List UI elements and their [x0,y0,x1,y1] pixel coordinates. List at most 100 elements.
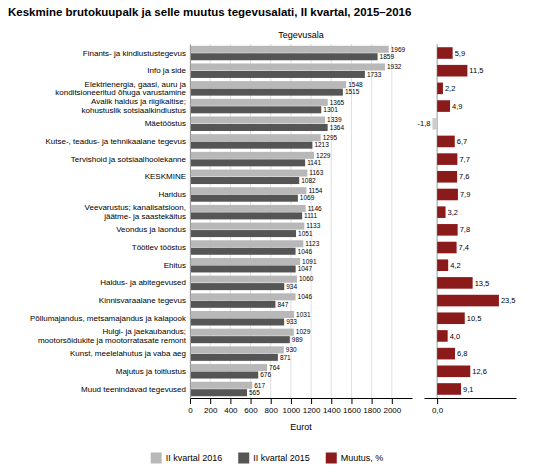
legend-label: Muutus, % [341,453,384,463]
grid-line [190,44,191,398]
y-tick-label: Muud teenindavad tegevused [81,385,186,394]
bar [437,206,445,218]
annotation: Tegevusala [278,30,324,40]
y-tick-label: Ehitus [164,261,186,270]
data-label: 10,5 [467,314,482,323]
bar [437,366,470,378]
bar [190,318,284,325]
data-labels: 5,911,52,24,9-1,86,77,77,67,93,27,87,44,… [417,49,515,394]
x-tick-mark [190,398,191,404]
data-label: 1146 [308,205,322,212]
data-label: 4,0 [450,332,460,341]
bar [190,99,328,106]
bar [190,142,312,149]
grid-line [290,44,291,398]
grid [437,44,438,398]
y-tick-label: Info ja side [147,66,186,75]
x-tick-mark [291,398,292,404]
x-tick-mark [437,398,438,404]
y-tick: Kunst, meelelahutus ja vaba aeg [70,349,186,358]
data-label: 13,5 [475,279,490,288]
bar [437,259,448,271]
grid-line [391,44,392,398]
data-label: 1091 [302,258,317,265]
data-label: -1,8 [417,119,430,128]
legend-swatch [326,453,337,464]
y-tick: Haridus [158,190,186,199]
legend-label: II kvartal 2015 [253,453,310,463]
grid-line [331,44,332,398]
bar [190,177,299,184]
bar [437,83,443,95]
legend: II kvartal 2016 II kvartal 2015 Muutus, % [151,453,384,464]
data-label: 5,9 [455,49,465,58]
x-tick-label: 1200 [303,406,321,415]
bar [437,136,455,148]
bar [190,195,298,202]
data-label: 934 [286,283,297,290]
bars [190,46,389,396]
chart: Keskmine brutokuupalk ja selle muutus te… [0,0,534,474]
grid-line [351,44,352,398]
y-tick-label: Hulgi- ja jaekaubandus;mootorsõidukite j… [38,327,187,345]
bar [432,118,437,130]
bar [190,223,304,230]
data-label: 1046 [298,293,313,300]
x-tick: 2000 [383,398,401,415]
bar [190,293,296,300]
data-label: 1154 [308,187,322,194]
bar [190,116,325,123]
bar [190,354,278,361]
bar [190,63,385,70]
x-tick-label: 800 [265,406,279,415]
x-tick-mark [351,398,352,404]
x-tick-label: 1000 [283,406,301,415]
panel: 1969193215481365133912951229116311541146… [30,30,413,432]
y-tick: KESKMINE [145,172,186,181]
data-label: 1141 [307,159,321,166]
bar [437,65,467,77]
data-labels: 1969193215481365133912951229116311541146… [249,46,406,396]
x-tick: 1000 [283,398,301,415]
bar [437,312,465,324]
data-label: 4,2 [450,261,460,270]
data-label: 1365 [330,99,345,106]
data-label: 1515 [345,88,360,95]
axis-title: Eurot [290,422,312,432]
bar [437,153,457,165]
legend-item: Muutus, % [326,453,384,464]
bar [190,382,252,389]
y-tick-label: Tervishoid ja sotsiaalhoolekanne [71,155,187,164]
x-tick-mark [392,398,393,404]
x-tick-mark [372,398,373,404]
bar [190,311,294,318]
legend-label: II kvartal 2016 [166,453,223,463]
data-label: 1069 [300,194,315,201]
data-label: 871 [280,354,291,361]
x-tick: 600 [244,398,258,415]
grid-line [230,44,231,398]
x-axis-line [191,398,413,399]
data-label: 1213 [314,141,329,148]
data-label: 9,1 [463,385,473,394]
data-label: 1364 [330,124,345,131]
y-tick-label: Mäetööstus [145,119,186,128]
data-label: 1548 [348,81,363,88]
data-label: 7,4 [459,243,469,252]
x-tick-label: 1400 [323,406,341,415]
bar [190,240,303,247]
y-tick-label: Kutse-, teadus- ja tehnikaalane tegevus [45,137,186,146]
grid-line [437,44,438,398]
title: Keskmine brutokuupalk ja selle muutus te… [8,6,411,18]
data-label: 1733 [367,71,382,78]
y-tick: Finants- ja kindlustustegevus [83,49,186,58]
y-tick-label: Majutus ja toitlustus [116,367,186,376]
y-tick-label: Veevarustus; kanalisatsioon,jäätme- ja s… [85,203,186,221]
y-tick: Haldus- ja abitegevused [100,278,186,287]
bar [437,242,456,254]
bar [190,336,290,343]
y-tick: Ehitus [164,261,186,270]
data-label: 7,9 [460,190,470,199]
bar [190,106,321,113]
x-tick: 1800 [363,398,381,415]
